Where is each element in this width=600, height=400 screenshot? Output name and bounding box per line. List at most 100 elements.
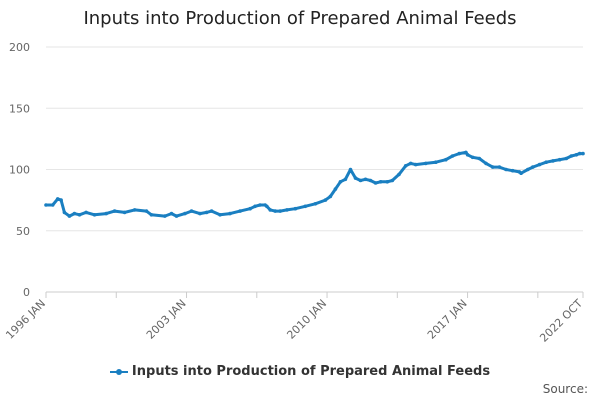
data-point	[510, 168, 515, 173]
data-point	[358, 178, 363, 183]
data-point	[564, 156, 569, 161]
x-tick-label: 1996 JAN	[3, 297, 48, 342]
data-point	[423, 161, 428, 166]
data-point	[328, 194, 333, 199]
data-point	[44, 203, 48, 207]
data-point	[531, 165, 535, 169]
y-tick-label: 50	[16, 225, 30, 238]
data-point	[204, 210, 209, 215]
data-point	[218, 213, 222, 217]
data-point	[497, 165, 502, 169]
data-point	[537, 162, 542, 167]
series-layer	[44, 150, 585, 218]
data-point	[457, 151, 462, 156]
data-point	[92, 213, 97, 217]
data-point	[385, 180, 390, 184]
data-point	[408, 161, 413, 166]
chart-title: Inputs into Production of Prepared Anima…	[83, 8, 517, 29]
data-point	[293, 206, 298, 211]
data-point	[477, 156, 482, 161]
data-point	[248, 206, 252, 211]
data-point	[55, 197, 60, 201]
data-point	[169, 211, 174, 216]
data-point	[434, 160, 438, 164]
data-point	[577, 151, 582, 156]
data-point	[574, 153, 579, 157]
data-point	[183, 211, 187, 216]
data-point	[285, 208, 289, 212]
data-point	[390, 178, 395, 183]
data-point	[144, 209, 149, 213]
data-point	[77, 213, 82, 217]
x-axis	[45, 292, 584, 298]
data-point	[62, 210, 67, 215]
data-point	[348, 167, 353, 172]
data-point	[397, 172, 401, 177]
data-point	[209, 209, 214, 213]
data-point	[149, 213, 154, 217]
data-point	[323, 198, 328, 202]
data-point	[112, 209, 117, 213]
y-tick-label: 150	[9, 102, 30, 115]
y-tick-label: 0	[23, 286, 30, 299]
data-point	[526, 167, 530, 172]
data-point	[519, 171, 523, 175]
data-point	[198, 211, 202, 216]
data-point	[303, 204, 308, 209]
data-point	[569, 154, 574, 158]
series-line	[44, 150, 585, 218]
data-point	[67, 214, 72, 218]
x-tick-label: 2022 OCT	[537, 297, 585, 345]
legend-line-marker-icon	[109, 367, 128, 377]
data-point	[373, 181, 378, 185]
data-point	[189, 209, 194, 213]
y-tick-labels: 0 50 100 150 200	[9, 41, 30, 299]
gridlines	[46, 46, 583, 293]
data-point	[551, 159, 555, 163]
legend-label: Inputs into Production of Prepared Anima…	[131, 364, 491, 379]
data-point	[484, 161, 488, 166]
data-point	[104, 211, 108, 216]
x-tick-label: 2010 JAN	[284, 297, 329, 342]
data-point	[84, 210, 88, 215]
data-point	[273, 209, 278, 213]
data-point	[368, 178, 373, 183]
data-point	[253, 204, 257, 209]
source-credit: Source:	[542, 382, 588, 396]
data-point	[378, 180, 383, 184]
data-point	[333, 187, 338, 191]
data-point	[163, 214, 167, 218]
data-point	[278, 209, 283, 213]
x-tick-label: 2003 JAN	[144, 297, 189, 342]
data-point	[490, 165, 495, 169]
data-point	[343, 177, 348, 182]
data-point	[581, 151, 585, 156]
data-point	[174, 214, 179, 218]
data-point	[557, 157, 562, 162]
data-point	[504, 167, 508, 172]
data-point	[470, 155, 475, 160]
data-point	[258, 203, 262, 207]
data-point	[238, 209, 242, 213]
data-point	[59, 198, 63, 202]
legend[interactable]: Inputs into Production of Prepared Anima…	[0, 364, 600, 379]
data-point	[228, 211, 232, 216]
data-point	[268, 208, 273, 212]
data-point	[72, 211, 77, 216]
data-point	[265, 204, 269, 209]
x-tick-labels: 1996 JAN 2003 JAN 2010 JAN 2017 JAN 2022 OCT	[3, 297, 585, 345]
y-tick-label: 200	[9, 41, 30, 54]
y-tick-label: 100	[9, 164, 30, 177]
data-point	[465, 153, 470, 157]
data-point	[413, 162, 418, 167]
data-point	[353, 176, 358, 180]
x-tick-label: 2017 JAN	[425, 297, 470, 342]
data-point	[122, 210, 127, 215]
data-point	[363, 177, 368, 182]
data-point	[544, 160, 548, 164]
data-point	[132, 208, 137, 212]
data-point	[450, 154, 455, 158]
data-point	[444, 157, 448, 162]
data-point	[50, 203, 55, 207]
